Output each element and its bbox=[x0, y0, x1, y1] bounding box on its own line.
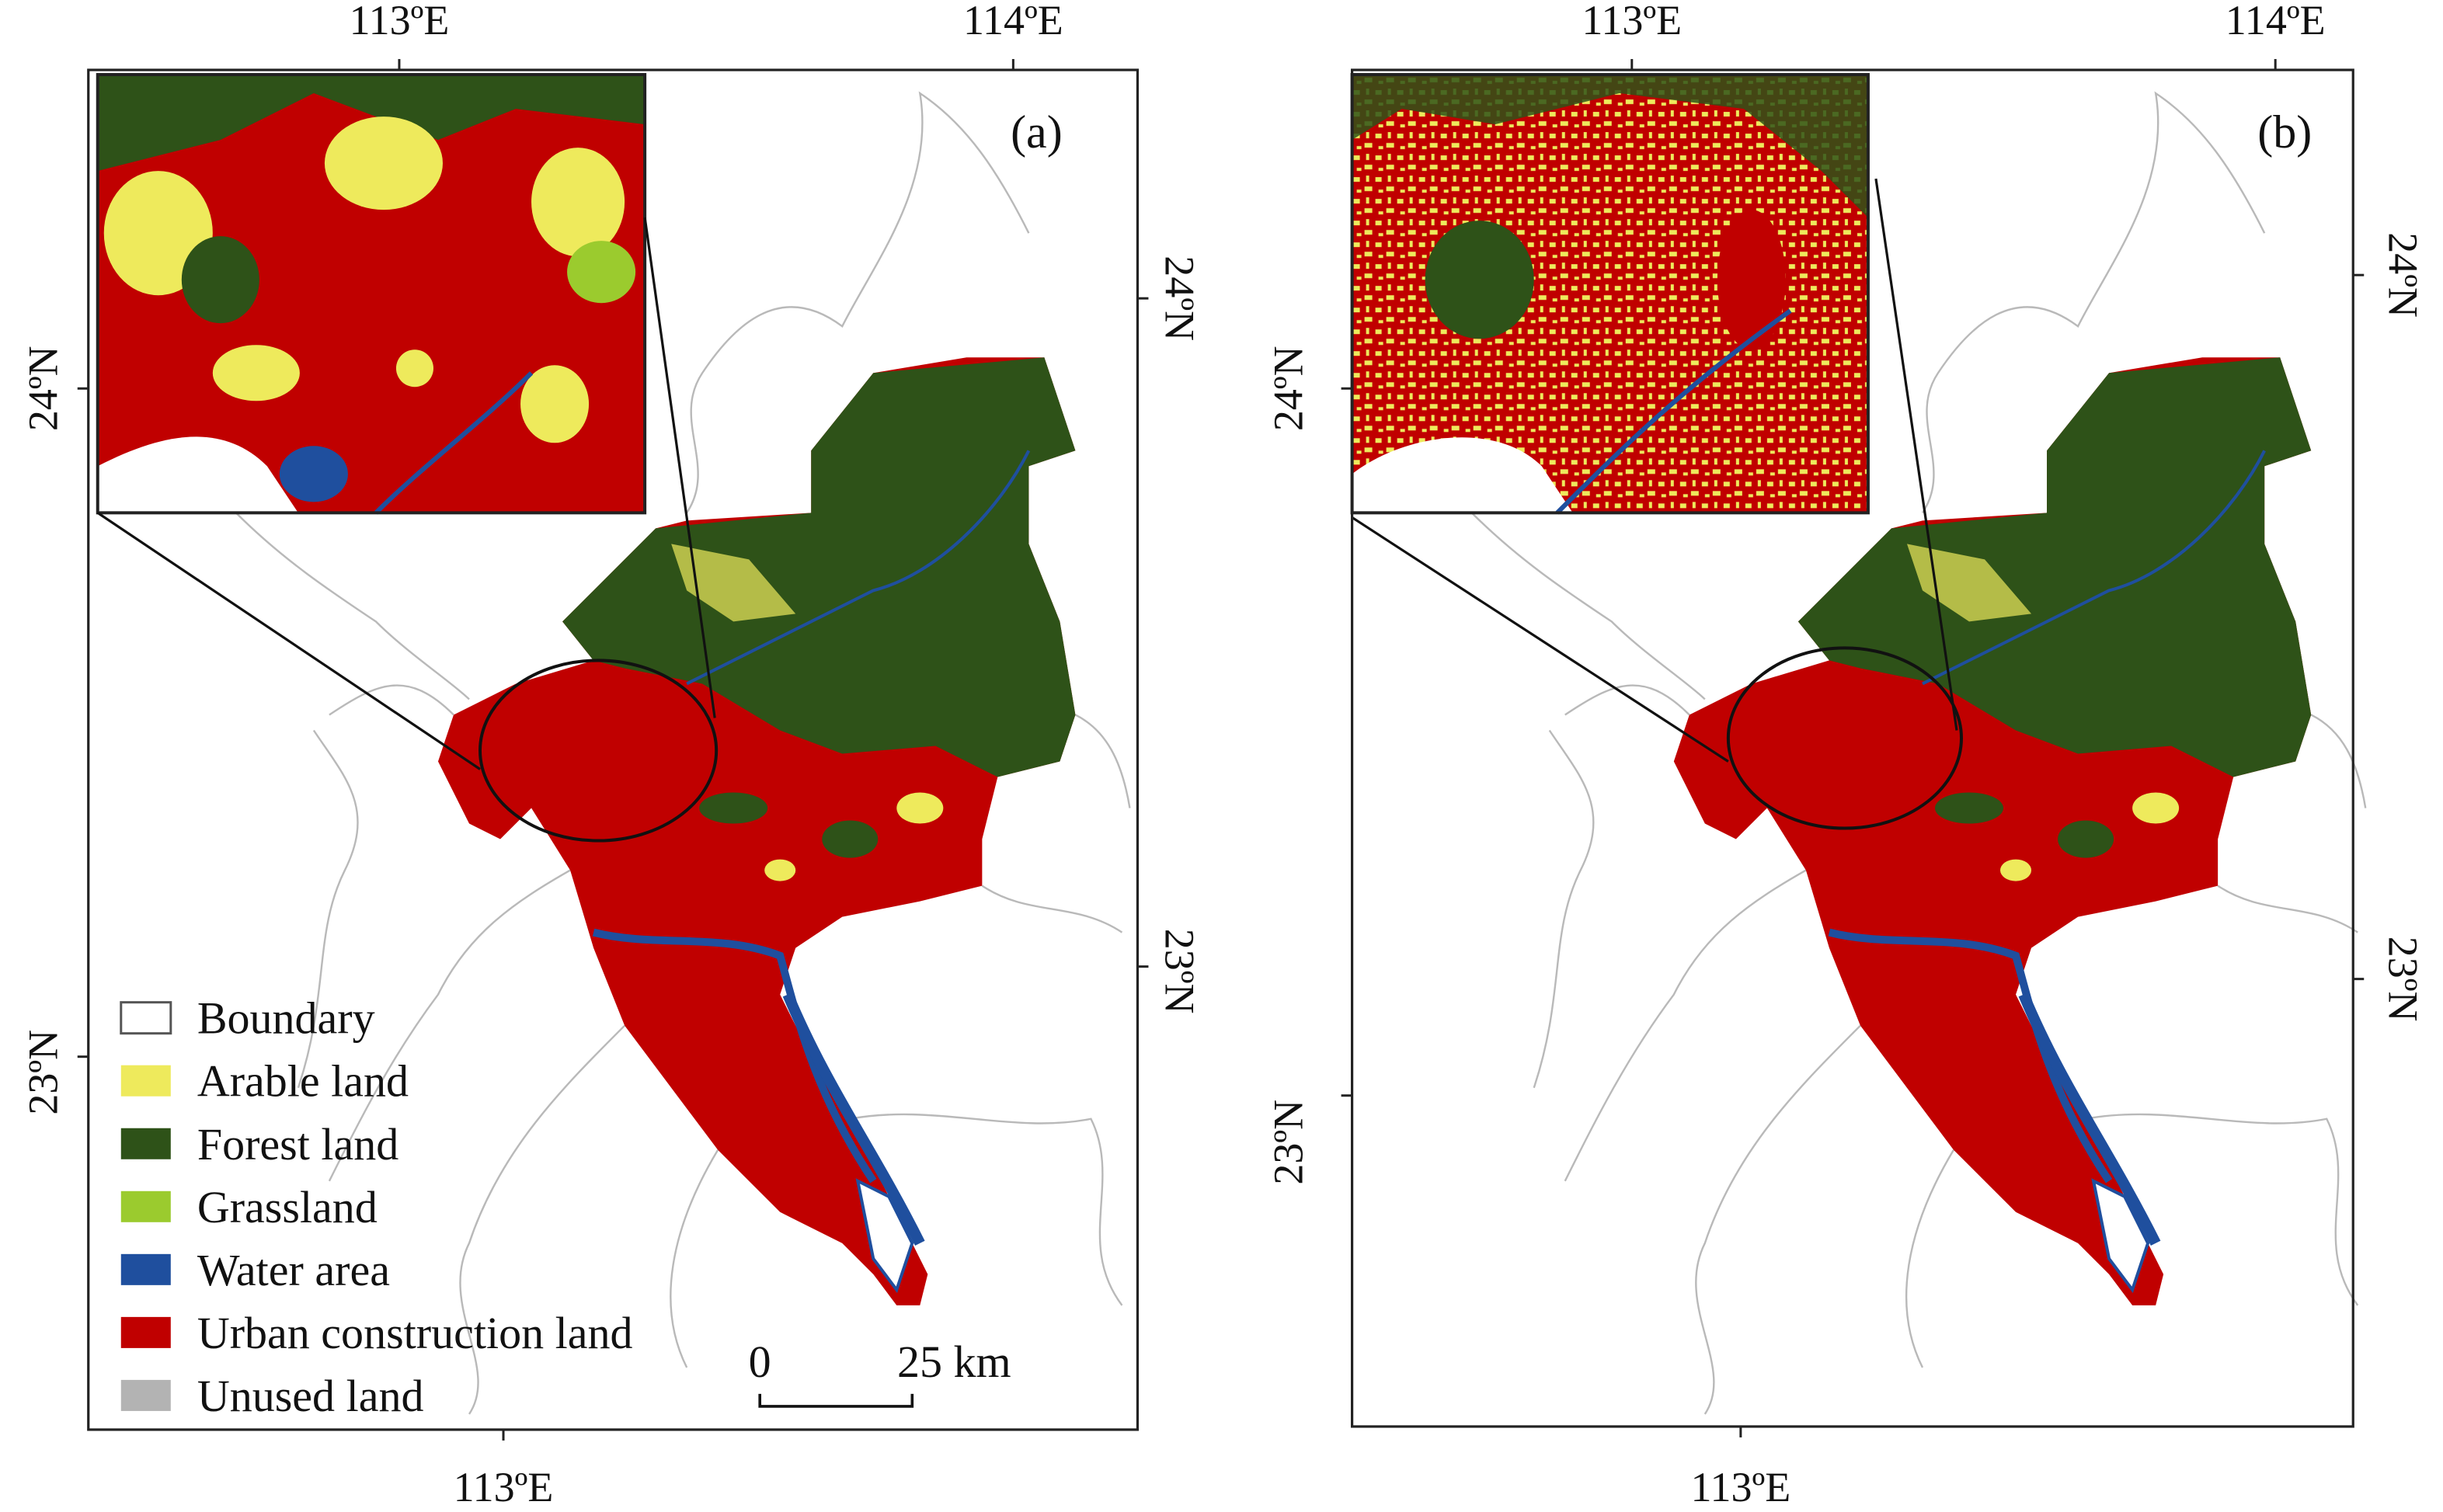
legend-swatch bbox=[120, 1065, 171, 1097]
panel-b: (b) 113ºE 114ºE 113ºE 24ºN 23ºN 24ºN 23º… bbox=[1265, 0, 2427, 1510]
scale-bar: 0 25 km bbox=[749, 1336, 1011, 1408]
left-tick-label: 24ºN bbox=[20, 346, 67, 431]
legend-label: Forest land bbox=[197, 1119, 398, 1170]
scale-start: 0 bbox=[749, 1336, 771, 1387]
left-tick-label: 23ºN bbox=[1265, 1100, 1312, 1185]
panel-label: (b) bbox=[2257, 106, 2312, 158]
legend-label: Urban construction land bbox=[197, 1308, 633, 1358]
zoom-ellipse bbox=[479, 659, 719, 843]
scale-end: 25 km bbox=[897, 1336, 1011, 1387]
legend-swatch bbox=[120, 1316, 171, 1348]
panel-label: (a) bbox=[1011, 106, 1063, 158]
legend-label: Boundary bbox=[197, 993, 375, 1044]
tick-marks bbox=[1341, 59, 2365, 1437]
top-tick-label: 114ºE bbox=[963, 0, 1063, 43]
zoom-ellipse bbox=[1726, 646, 1963, 830]
top-tick-label: 114ºE bbox=[2225, 0, 2326, 43]
legend-swatch bbox=[120, 1190, 171, 1222]
legend: Boundary Arable land Forest land Grassland W… bbox=[120, 993, 633, 1421]
top-tick-label: 113ºE bbox=[350, 0, 450, 43]
legend-swatch bbox=[120, 1379, 171, 1411]
left-tick-label: 24ºN bbox=[1265, 346, 1312, 431]
inset bbox=[96, 73, 647, 515]
panel-a: (a) 113ºE 114ºE 113ºE 24ºN 23ºN 24ºN 23º… bbox=[20, 0, 1203, 1510]
inset bbox=[1350, 73, 1870, 515]
legend-label: Water area bbox=[197, 1245, 390, 1295]
zoom-line bbox=[96, 512, 481, 770]
zoom-line bbox=[1351, 516, 1729, 763]
legend-label: Grassland bbox=[197, 1182, 378, 1232]
left-tick-label: 23ºN bbox=[20, 1030, 67, 1115]
legend-swatch bbox=[120, 1253, 171, 1285]
bottom-tick-label: 113ºE bbox=[454, 1464, 554, 1510]
right-tick-label: 24ºN bbox=[2379, 232, 2426, 318]
legend-label: Unused land bbox=[197, 1371, 424, 1421]
bottom-tick-label: 113ºE bbox=[1690, 1464, 1790, 1510]
map-frame bbox=[1350, 68, 2354, 1428]
map-frame bbox=[87, 68, 1140, 1431]
top-tick-label: 113ºE bbox=[1582, 0, 1682, 43]
legend-swatch bbox=[120, 1128, 171, 1159]
zoom-line bbox=[1874, 178, 1958, 731]
legend-label: Arable land bbox=[197, 1056, 409, 1107]
legend-swatch bbox=[120, 1001, 172, 1035]
right-tick-label: 23ºN bbox=[1156, 929, 1202, 1014]
tick-marks bbox=[77, 59, 1149, 1441]
zoom-line bbox=[643, 217, 716, 718]
right-tick-label: 23ºN bbox=[2379, 937, 2426, 1022]
right-tick-label: 24ºN bbox=[1156, 255, 1202, 341]
